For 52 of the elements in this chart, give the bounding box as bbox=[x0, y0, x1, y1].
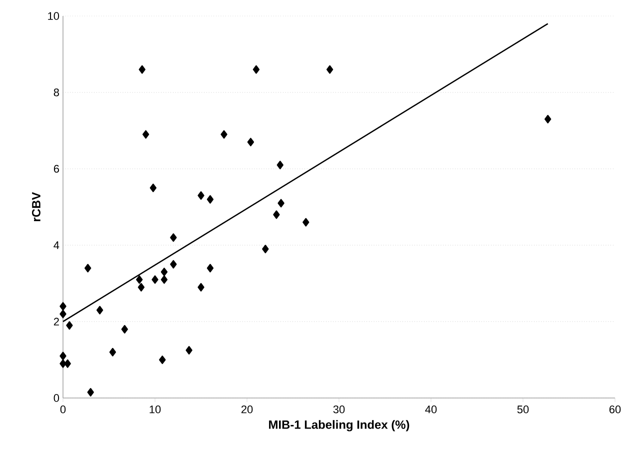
point bbox=[66, 321, 73, 330]
point bbox=[150, 184, 156, 192]
point bbox=[60, 310, 66, 318]
point bbox=[87, 388, 94, 397]
point bbox=[159, 356, 166, 364]
point bbox=[136, 275, 143, 284]
x-tick-label: 50 bbox=[517, 406, 529, 414]
point bbox=[252, 65, 260, 74]
point bbox=[170, 260, 177, 269]
point bbox=[60, 302, 66, 311]
y-tick-label: 10 bbox=[48, 12, 60, 20]
point bbox=[160, 268, 168, 276]
y-tick-label: 4 bbox=[54, 241, 60, 249]
point bbox=[544, 114, 552, 124]
point bbox=[198, 282, 204, 292]
x-tick-label: 10 bbox=[150, 406, 161, 414]
point bbox=[170, 233, 177, 242]
x-tick-label: 30 bbox=[333, 406, 345, 414]
x-tick-label: 60 bbox=[609, 406, 621, 414]
point bbox=[152, 275, 158, 284]
point bbox=[60, 359, 66, 368]
x-tick-label: 0 bbox=[60, 406, 66, 414]
point bbox=[262, 244, 269, 254]
point bbox=[247, 138, 254, 146]
point bbox=[273, 210, 280, 219]
point bbox=[198, 191, 204, 200]
y-axis-title: rCBV bbox=[32, 192, 40, 222]
point bbox=[84, 264, 92, 272]
point bbox=[326, 65, 334, 74]
point bbox=[138, 65, 146, 74]
y-tick-label: 6 bbox=[54, 164, 59, 173]
point bbox=[121, 325, 128, 334]
point bbox=[220, 130, 228, 139]
point bbox=[109, 348, 116, 356]
point bbox=[276, 160, 284, 170]
y-tick-label: 8 bbox=[54, 88, 59, 96]
x-tick-label: 40 bbox=[425, 406, 437, 414]
point bbox=[142, 130, 150, 139]
point bbox=[138, 282, 145, 292]
y-tick-label: 0 bbox=[54, 394, 60, 402]
point bbox=[206, 195, 214, 204]
point bbox=[302, 218, 310, 227]
point bbox=[278, 198, 284, 208]
x-tick-label: 20 bbox=[241, 406, 253, 414]
point bbox=[64, 359, 71, 368]
point bbox=[160, 275, 168, 284]
y-tick-label: 2 bbox=[54, 318, 59, 326]
point bbox=[186, 346, 192, 354]
point bbox=[96, 306, 104, 314]
point bbox=[206, 264, 214, 272]
point bbox=[60, 352, 66, 360]
x-axis-title: MIB-1 Labeling Index (%) bbox=[269, 420, 410, 432]
